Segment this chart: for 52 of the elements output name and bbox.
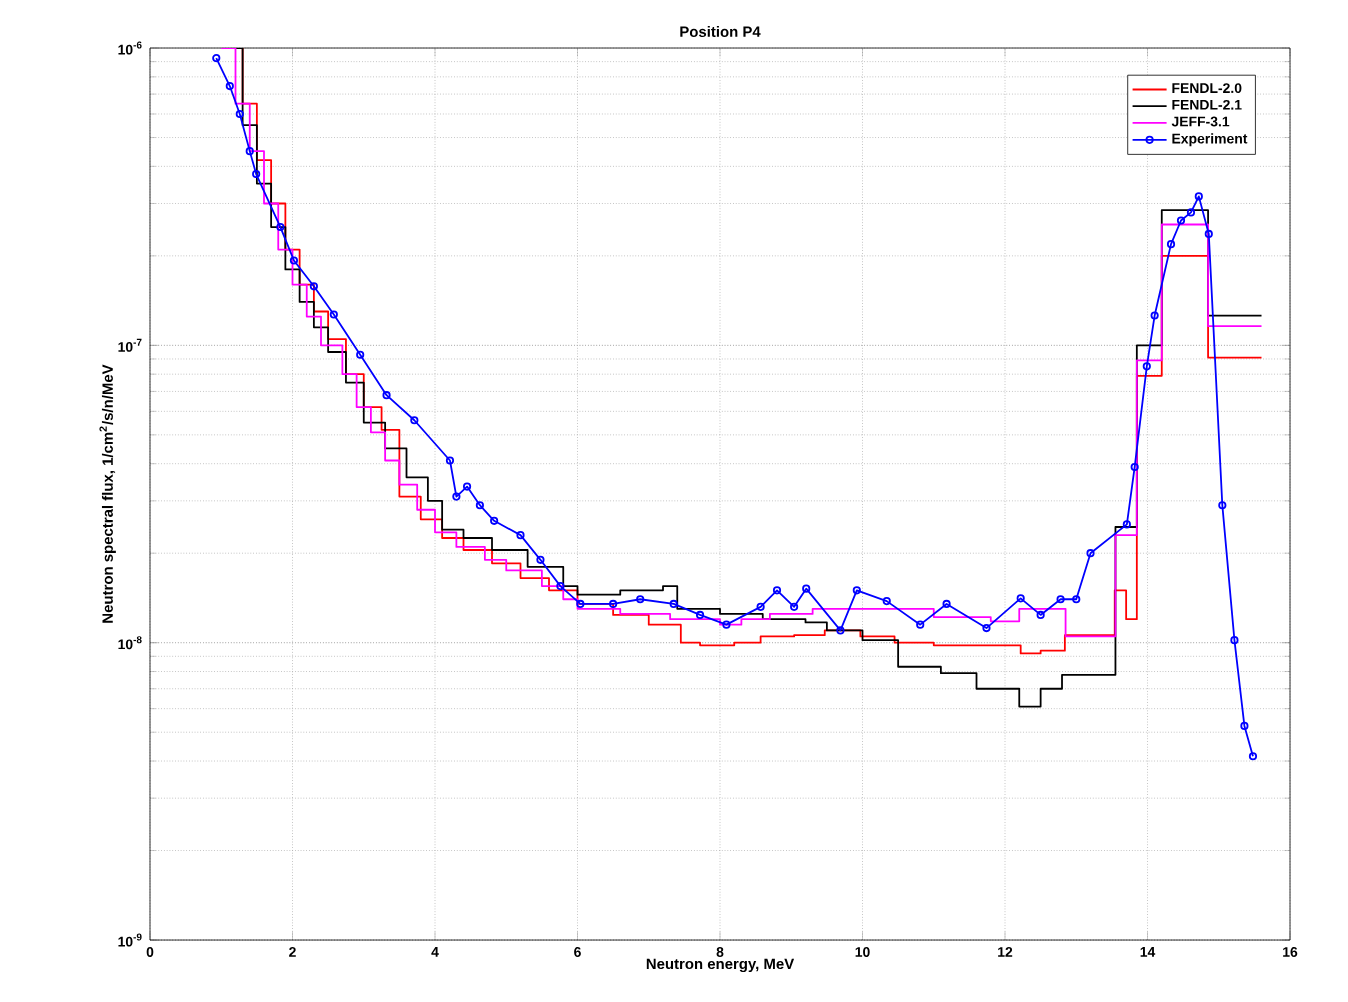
point <box>309 282 318 291</box>
point <box>576 599 585 609</box>
point <box>1240 721 1249 730</box>
point <box>790 602 799 611</box>
point <box>802 584 811 593</box>
point <box>1016 594 1025 603</box>
point <box>225 81 234 91</box>
point <box>536 555 545 564</box>
point <box>1166 240 1176 249</box>
point <box>1130 462 1139 472</box>
point <box>772 586 782 595</box>
point <box>982 623 991 633</box>
point <box>1186 208 1196 217</box>
point <box>1194 192 1203 201</box>
point <box>516 531 525 540</box>
point <box>1204 229 1213 239</box>
point <box>329 310 338 319</box>
point <box>1036 610 1045 620</box>
point <box>1218 501 1227 510</box>
point <box>942 599 951 609</box>
point <box>1150 311 1159 320</box>
point <box>1142 362 1151 371</box>
point <box>1056 595 1065 604</box>
point <box>636 595 645 604</box>
point <box>410 416 419 425</box>
point <box>245 147 254 156</box>
point <box>462 482 472 491</box>
point <box>276 222 285 232</box>
point <box>756 602 765 611</box>
point <box>1176 216 1186 225</box>
point <box>475 501 484 510</box>
point <box>452 492 461 501</box>
point <box>1072 595 1081 604</box>
point <box>490 516 499 525</box>
point <box>695 610 705 620</box>
point <box>235 109 244 119</box>
point <box>556 582 565 591</box>
point <box>609 599 618 609</box>
point <box>1230 636 1239 645</box>
point <box>852 586 861 595</box>
point <box>356 350 365 359</box>
point <box>1122 520 1131 529</box>
point <box>252 169 261 179</box>
point <box>669 599 678 609</box>
point <box>722 620 731 629</box>
point <box>1086 549 1095 558</box>
point <box>916 620 925 629</box>
point <box>882 597 891 606</box>
point <box>289 256 299 265</box>
point <box>836 626 845 635</box>
point <box>445 456 455 465</box>
point <box>382 391 391 400</box>
